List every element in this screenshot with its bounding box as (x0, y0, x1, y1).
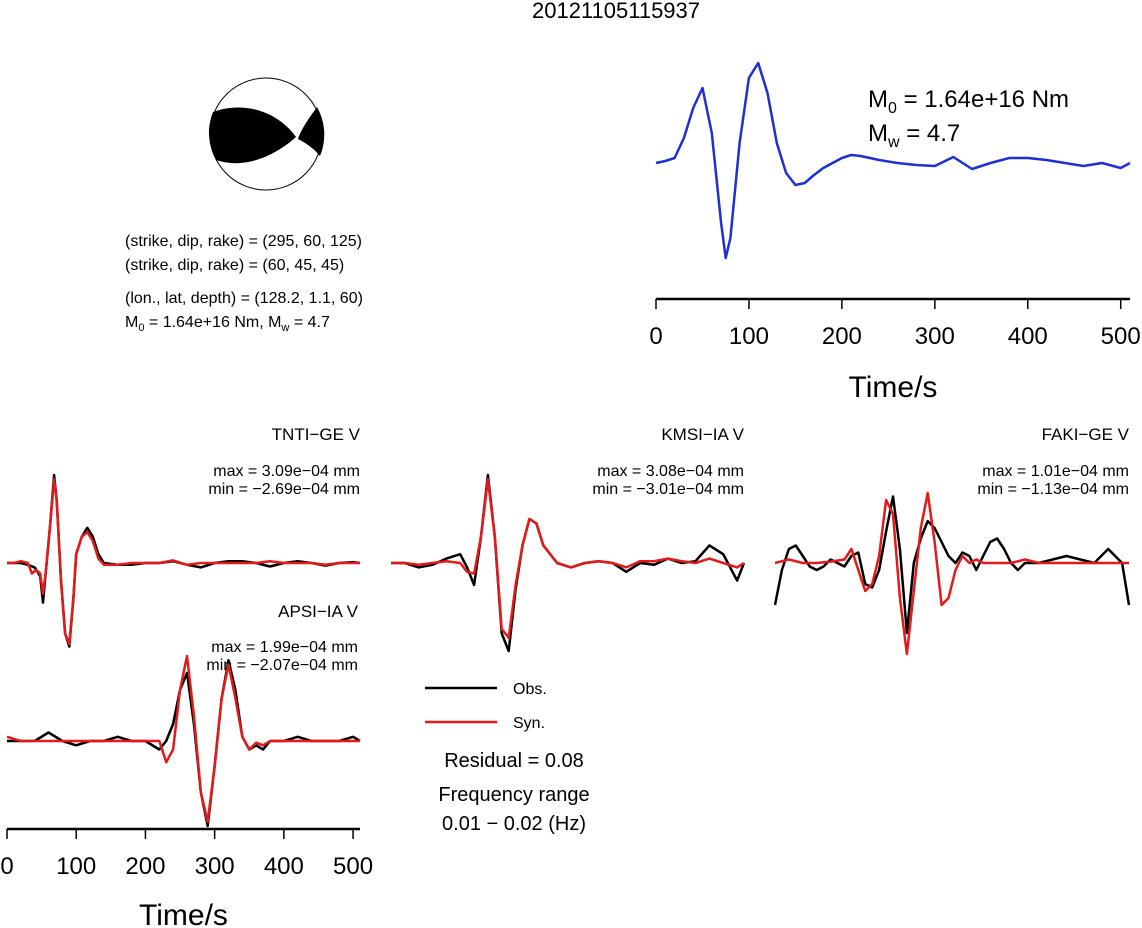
synthetic-trace (774, 491, 1129, 656)
moment-line: M0 = 1.64e+16 Nm, Mw = 4.7 (125, 314, 330, 334)
stf-magnitude-label: Mw = 4.7 (868, 120, 960, 151)
max-amplitude: max = 1.99e−04 mm (211, 639, 358, 656)
stf-tick-label: 100 (729, 323, 769, 350)
nodal-plane-1: (strike, dip, rake) = (295, 60, 125) (125, 233, 362, 250)
waveform-tick-label: 0 (0, 853, 13, 880)
waveform-x-axis-label: Time/s (139, 899, 228, 928)
station-title: KMSI−IA V (661, 425, 744, 444)
beachball (208, 77, 325, 191)
synthetic-trace (6, 654, 360, 824)
stf-tick-label: 400 (1008, 323, 1048, 350)
waveform-tick-label: 100 (56, 853, 96, 880)
min-amplitude: min = −2.69e−04 mm (208, 481, 360, 498)
stf-tick-label: 300 (915, 323, 955, 350)
figure-title: 20121105115937 (532, 0, 700, 23)
stf-tick-label: 200 (822, 323, 862, 350)
min-amplitude: min = −1.13e−04 mm (977, 481, 1129, 498)
station-title: TNTI−GE V (272, 425, 361, 444)
hypocenter-line: (lon., lat, depth) = (128.2, 1.1, 60) (125, 290, 363, 307)
waveform-tick-label: 400 (264, 853, 304, 880)
frequency-range-label: Frequency range (438, 784, 589, 806)
stf-x-axis-label: Time/s (849, 371, 938, 404)
min-amplitude: min = −3.01e−04 mm (592, 481, 744, 498)
legend-syn-label: Syn. (513, 715, 545, 732)
stf-moment-label: M0 = 1.64e+16 Nm (868, 86, 1069, 117)
beachball-compressional-quadrant (208, 107, 296, 164)
beachball-compressional-quadrant-2 (298, 107, 325, 156)
stf-panel: 0 100 200 300 400 500 Time/s (649, 61, 1141, 404)
synthetic-trace (391, 478, 745, 640)
nodal-plane-2: (strike, dip, rake) = (60, 45, 45) (125, 257, 344, 274)
stf-annotation: M0 = 1.64e+16 Nm Mw = 4.7 (868, 86, 1069, 151)
min-amplitude: min = −2.07e−04 mm (206, 657, 358, 674)
synthetic-trace (7, 478, 360, 646)
legend: Obs. Syn. Residual = 0.08 Frequency rang… (425, 681, 590, 835)
waveform-tick-label: 300 (195, 853, 235, 880)
waveform-tick-label: 500 (333, 853, 373, 880)
stf-tick-label: 0 (649, 323, 662, 350)
mechanism-info: (strike, dip, rake) = (295, 60, 125) (st… (125, 233, 363, 334)
frequency-range-value: 0.01 − 0.02 (Hz) (442, 813, 586, 835)
stf-trace (655, 61, 1131, 260)
station-title: APSI−IA V (278, 602, 359, 621)
max-amplitude: max = 3.08e−04 mm (597, 463, 744, 480)
legend-obs-label: Obs. (513, 681, 547, 698)
observed-trace (7, 659, 361, 828)
max-amplitude: max = 3.09e−04 mm (213, 463, 360, 480)
waveform-tick-label: 200 (125, 853, 165, 880)
residual-text: Residual = 0.08 (444, 750, 584, 772)
stf-tick-label: 500 (1101, 323, 1141, 350)
station-title: FAKI−GE V (1042, 425, 1130, 444)
max-amplitude: max = 1.01e−04 mm (982, 463, 1129, 480)
observed-trace (773, 495, 1131, 635)
